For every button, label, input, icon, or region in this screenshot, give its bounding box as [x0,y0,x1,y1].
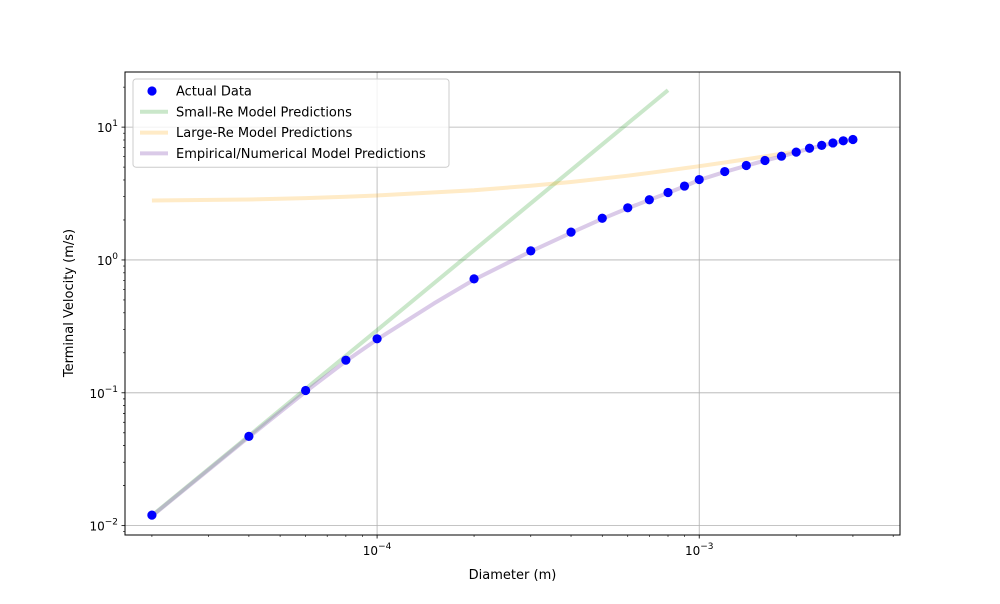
axis-ticks: 10−4 10−3 10−2 10−1 100 101 [89,86,894,558]
y-tick-label: 101 [97,119,118,135]
y-tick-label: 100 [97,252,118,268]
y-axis-label: Terminal Velocity (m/s) [62,229,77,378]
data-point [526,246,536,256]
legend-label: Actual Data [176,85,252,100]
data-point [694,174,704,185]
data-point [244,431,254,441]
legend-label: Small-Re Model Predictions [176,105,352,120]
series-line [150,88,670,518]
data-point [663,187,673,198]
legend-label: Empirical/Numerical Model Predictions [176,147,426,162]
plot-area [147,88,858,520]
axes-frame [124,71,901,536]
data-point [341,355,351,365]
x-axis-label: Diameter (m) [469,568,557,583]
data-point [791,147,801,157]
data-point [597,213,607,223]
data-point [838,136,848,146]
data-point [720,166,730,177]
data-point [741,160,751,171]
data-point [760,155,770,166]
data-point [679,181,690,191]
legend-box [132,78,450,168]
data-point [372,334,382,344]
data-point [817,140,827,150]
data-point [623,203,633,213]
legend-marker [147,86,157,96]
data-point [469,274,479,284]
x-tick-label: 10−4 [363,542,392,558]
x-tick-label: 10−3 [685,542,714,558]
data-point [776,151,787,161]
data-point [301,385,311,396]
y-tick-label: 10−2 [89,518,118,534]
data-point [147,510,157,520]
legend-label: Large-Re Model Predictions [176,126,353,141]
data-point [848,134,858,145]
data-point [644,195,654,205]
data-point [828,138,838,148]
y-tick-label: 10−1 [89,385,118,401]
series-line [151,149,797,203]
data-point [804,143,815,153]
data-point [566,227,576,237]
legend: Actual Data Small-Re Model Predictions Lar… [132,78,450,168]
